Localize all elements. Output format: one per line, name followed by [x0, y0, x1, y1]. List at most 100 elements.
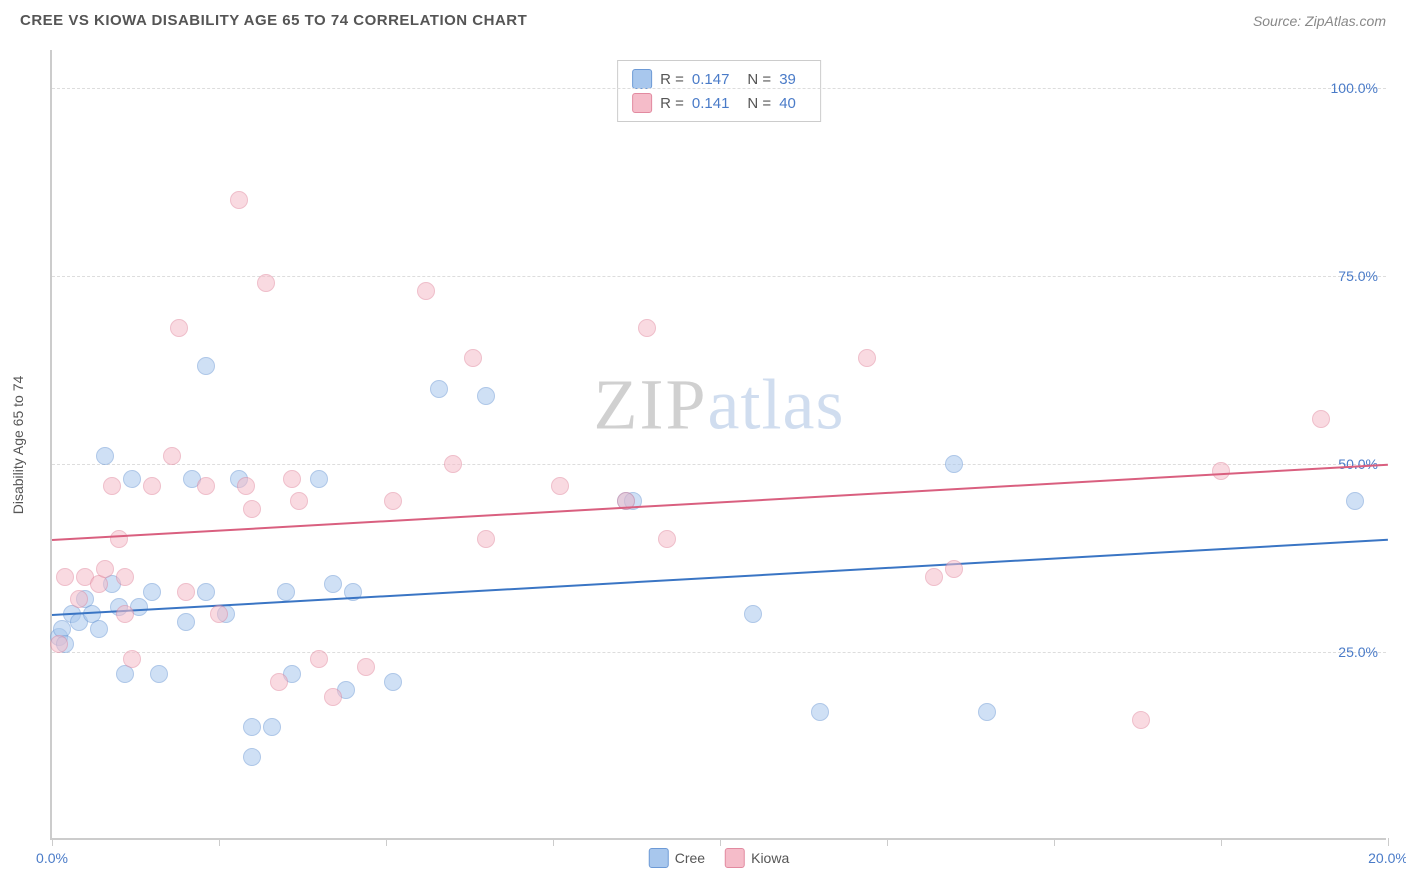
n-value: 40 — [779, 95, 796, 112]
data-point — [310, 650, 328, 668]
data-point — [638, 319, 656, 337]
data-point — [858, 349, 876, 367]
x-tick — [219, 838, 220, 846]
x-tick — [1388, 838, 1389, 846]
data-point — [177, 613, 195, 631]
x-tick-label: 20.0% — [1368, 850, 1406, 866]
data-point — [56, 568, 74, 586]
x-tick — [887, 838, 888, 846]
data-point — [744, 605, 762, 623]
chart-legend: Cree Kiowa — [649, 848, 790, 868]
data-point — [357, 658, 375, 676]
data-point — [90, 620, 108, 638]
data-point — [170, 319, 188, 337]
data-point — [384, 492, 402, 510]
y-tick-label: 100.0% — [1331, 80, 1378, 96]
chart-header: CREE VS KIOWA DISABILITY AGE 65 TO 74 CO… — [0, 0, 1406, 37]
data-point — [70, 590, 88, 608]
data-point — [430, 380, 448, 398]
data-point — [811, 703, 829, 721]
y-tick-label: 25.0% — [1338, 644, 1378, 660]
watermark: ZIPatlas — [594, 363, 845, 446]
data-point — [197, 357, 215, 375]
n-label: N = — [747, 95, 771, 112]
legend-item: Cree — [649, 848, 705, 868]
data-point — [197, 477, 215, 495]
data-point — [123, 470, 141, 488]
data-point — [177, 583, 195, 601]
data-point — [384, 673, 402, 691]
x-tick-label: 0.0% — [36, 850, 68, 866]
data-point — [1212, 462, 1230, 480]
data-point — [310, 470, 328, 488]
gridline — [52, 276, 1386, 277]
x-tick — [52, 838, 53, 846]
gridline — [52, 88, 1386, 89]
data-point — [925, 568, 943, 586]
data-point — [270, 673, 288, 691]
legend-swatch — [649, 848, 669, 868]
chart-title: CREE VS KIOWA DISABILITY AGE 65 TO 74 CO… — [20, 12, 527, 29]
r-label: R = — [660, 71, 684, 88]
data-point — [237, 477, 255, 495]
data-point — [143, 477, 161, 495]
stats-box: R = 0.147 N = 39 R = 0.141 N = 40 — [617, 60, 821, 122]
data-point — [96, 447, 114, 465]
data-point — [257, 274, 275, 292]
data-point — [210, 605, 228, 623]
gridline — [52, 464, 1386, 465]
x-tick — [1054, 838, 1055, 846]
data-point — [163, 447, 181, 465]
data-point — [444, 455, 462, 473]
data-point — [464, 349, 482, 367]
x-tick — [553, 838, 554, 846]
r-label: R = — [660, 95, 684, 112]
data-point — [1132, 711, 1150, 729]
source-attribution: Source: ZipAtlas.com — [1253, 13, 1386, 29]
data-point — [1312, 410, 1330, 428]
x-tick — [720, 838, 721, 846]
data-point — [1346, 492, 1364, 510]
data-point — [477, 530, 495, 548]
data-point — [290, 492, 308, 510]
data-point — [143, 583, 161, 601]
trend-line — [52, 539, 1388, 616]
gridline — [52, 652, 1386, 653]
data-point — [477, 387, 495, 405]
data-point — [103, 477, 121, 495]
data-point — [978, 703, 996, 721]
n-value: 39 — [779, 71, 796, 88]
data-point — [945, 560, 963, 578]
series-swatch — [632, 69, 652, 89]
data-point — [243, 748, 261, 766]
x-tick — [386, 838, 387, 846]
data-point — [324, 688, 342, 706]
y-tick-label: 75.0% — [1338, 268, 1378, 284]
data-point — [263, 718, 281, 736]
n-label: N = — [747, 71, 771, 88]
data-point — [324, 575, 342, 593]
data-point — [116, 605, 134, 623]
data-point — [277, 583, 295, 601]
data-point — [283, 470, 301, 488]
x-tick — [1221, 838, 1222, 846]
data-point — [123, 650, 141, 668]
scatter-chart: Disability Age 65 to 74 ZIPatlas R =0.14… — [50, 50, 1386, 840]
legend-swatch — [725, 848, 745, 868]
plot-area: ZIPatlas R =0.147N =39R =0.141N =40 Cree… — [50, 50, 1386, 840]
data-point — [150, 665, 168, 683]
data-point — [945, 455, 963, 473]
data-point — [96, 560, 114, 578]
y-axis-label: Disability Age 65 to 74 — [10, 376, 26, 515]
series-swatch — [632, 93, 652, 113]
data-point — [243, 718, 261, 736]
data-point — [197, 583, 215, 601]
data-point — [110, 530, 128, 548]
legend-item: Kiowa — [725, 848, 789, 868]
data-point — [116, 568, 134, 586]
stats-row: R = 0.141 N = 40 — [632, 91, 806, 115]
r-value: 0.147 — [692, 71, 730, 88]
data-point — [551, 477, 569, 495]
data-point — [230, 191, 248, 209]
r-value: 0.141 — [692, 95, 730, 112]
